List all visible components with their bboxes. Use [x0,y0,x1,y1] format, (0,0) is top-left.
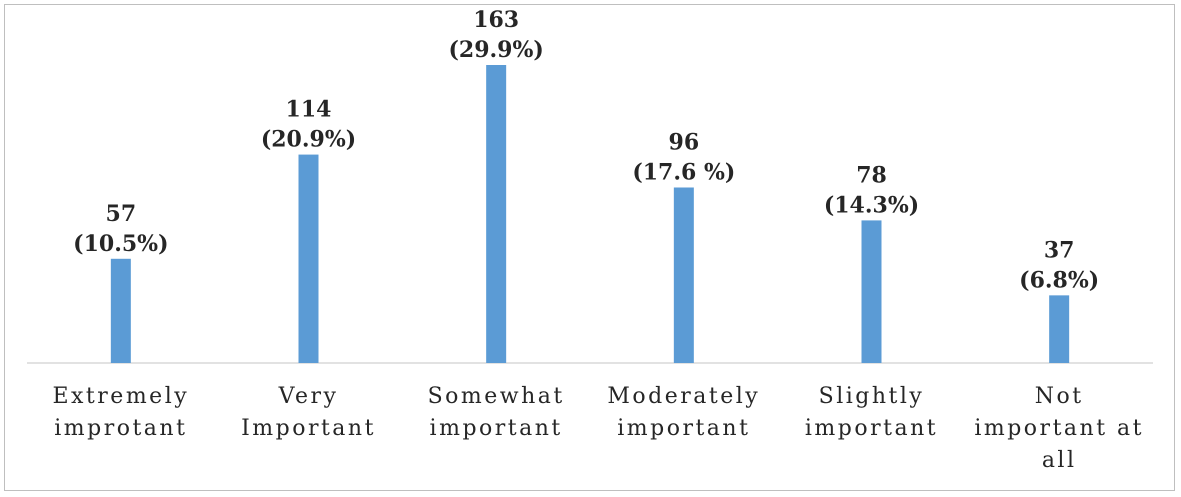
data-label-percent-5: (6.8%) [1019,267,1099,293]
category-label-line: improtant [54,416,187,441]
category-label-line: Important [241,416,376,441]
category-label-line: Not [1035,384,1084,409]
data-label-percent-4: (14.3%) [824,192,919,218]
chart-plot: 57 (10.5%) Extremely improtant 114 (20.9%) Ver… [27,7,1153,473]
category-label-line: Somewhat [428,384,565,409]
data-label-value-3: 96 [669,129,700,155]
data-label-percent-1: (20.9%) [261,127,356,153]
category-label-line: all [1042,448,1077,473]
bar-2 [486,65,507,363]
category-label-1: Very Important [241,384,376,441]
data-label-percent-0: (10.5%) [73,231,168,257]
data-label-percent-3: (17.6 %) [632,159,735,185]
bar-3 [673,187,694,363]
category-label-line: Very [278,384,339,409]
bar-1 [298,154,319,363]
category-label-line: Extremely [52,384,189,409]
category-label-2: Somewhat important [428,384,565,441]
category-label-0: Extremely improtant [52,384,189,441]
category-label-line: important at [974,416,1144,441]
data-label-value-4: 78 [856,162,887,188]
data-label-value-5: 37 [1044,237,1075,263]
data-label-value-0: 57 [106,201,137,227]
data-label-percent-2: (29.9%) [449,37,544,63]
data-label-value-2: 163 [473,7,519,33]
category-label-line: important [617,416,750,441]
category-label-line: Slightly [819,384,925,409]
category-label-line: Moderately [607,384,760,409]
category-label-line: important [805,416,938,441]
bar-0 [110,258,131,363]
bar-5 [1049,295,1070,363]
category-label-3: Moderately important [607,384,760,441]
category-label-4: Slightly important [805,384,938,441]
bar-chart: 57 (10.5%) Extremely improtant 114 (20.9%) Ver… [4,4,1175,491]
bar-4 [861,220,882,363]
category-label-5: Not important at all [974,384,1144,473]
category-label-line: important [430,416,563,441]
data-label-value-1: 114 [286,97,332,123]
